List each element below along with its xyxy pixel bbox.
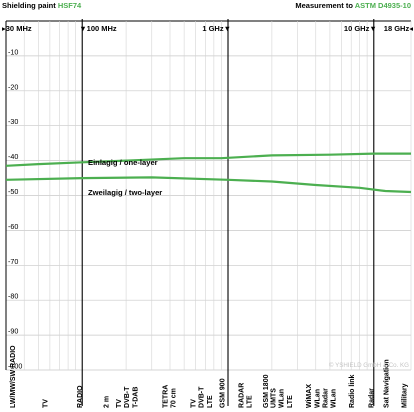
y-tick-label: -60 [8, 222, 18, 231]
category-label: Sat Navigation [383, 359, 390, 408]
category-label: GSM 1800 [263, 374, 270, 408]
y-tick-label: -100 [8, 362, 22, 371]
category-label: RADIO [77, 385, 84, 408]
category-label: LTE [287, 395, 294, 408]
frequency-markers: ▸30 MHz ▼100 MHz 1 GHz▼ 10 GHz▼ 18 GHz◂ [2, 24, 413, 33]
category-label: T-DAB [132, 387, 139, 408]
category-label: TV [191, 399, 198, 408]
category-label: DVB-T [199, 386, 206, 408]
title-prefix: Shielding paint [2, 1, 58, 10]
title-product: HSF74 [57, 1, 82, 10]
freq-marker: 18 GHz◂ [384, 24, 413, 33]
y-tick-label: -70 [8, 257, 18, 266]
measurement-note: Measurement to ASTM D4935-10 [295, 1, 411, 10]
category-label: WiMAX [306, 384, 313, 408]
y-tick-label: -20 [8, 82, 18, 91]
freq-marker: 10 GHz▼ [344, 24, 377, 33]
category-label: LTE [247, 395, 254, 408]
y-tick-label: -10 [8, 47, 18, 56]
y-tick-label: -30 [8, 117, 18, 126]
category-label: WLan [331, 389, 338, 408]
freq-marker: 1 GHz▼ [202, 24, 231, 33]
freq-marker: ▸30 MHz [2, 24, 32, 33]
category-label: RADAR [239, 383, 246, 408]
y-tick-label: -90 [8, 327, 18, 336]
y-tick-label: -80 [8, 292, 18, 301]
category-label: 70 cm [171, 388, 178, 408]
category-label: WLan [314, 389, 321, 408]
grid [5, 19, 412, 406]
category-label: TV [42, 399, 49, 408]
category-label: GSM 900 [219, 378, 226, 408]
y-tick-label: -40 [8, 152, 18, 161]
copyright-watermark: © YSHIELD GmbH & Co. KG [329, 362, 409, 369]
series-line [5, 152, 411, 167]
category-label: LTE [207, 395, 214, 408]
category-label: Radar [369, 388, 376, 408]
y-tick-labels: -10 -20 -30 -40 -50 -60 -70 -80 -90 -100 [8, 47, 22, 370]
category-label: TV [116, 399, 123, 408]
measurement-prefix: Measurement to [295, 1, 355, 10]
measurement-standard: ASTM D4935-10 [354, 1, 411, 10]
series-label-one-layer: Einlagig / one-layer [88, 158, 158, 167]
category-label: TETRA [162, 385, 169, 408]
freq-marker: ▼100 MHz [79, 24, 117, 33]
category-label: 2 m [104, 396, 111, 408]
series-layer [5, 152, 412, 194]
category-label: WLan [279, 389, 286, 408]
annotations: Einlagig / one-layer Zweilagig / two-laye… [88, 158, 409, 369]
x-category-labels: LW/MW/SW RADIO TV RADIO 2 m TV DVB-T T-DAB TETR… [10, 345, 409, 408]
y-tick-label: -50 [8, 187, 18, 196]
category-label: Military [402, 383, 409, 408]
category-label: LW/MW/SW RADIO [10, 345, 17, 408]
chart-title: Shielding paint HSF74 [2, 1, 81, 10]
category-label: DVB-T [124, 386, 131, 408]
category-label: Radar [323, 388, 330, 408]
series-label-two-layer: Zweilagig / two-layer [88, 188, 162, 197]
series-line [5, 176, 412, 194]
category-label: UMTS [271, 388, 278, 408]
category-label: Radio link [349, 374, 356, 408]
